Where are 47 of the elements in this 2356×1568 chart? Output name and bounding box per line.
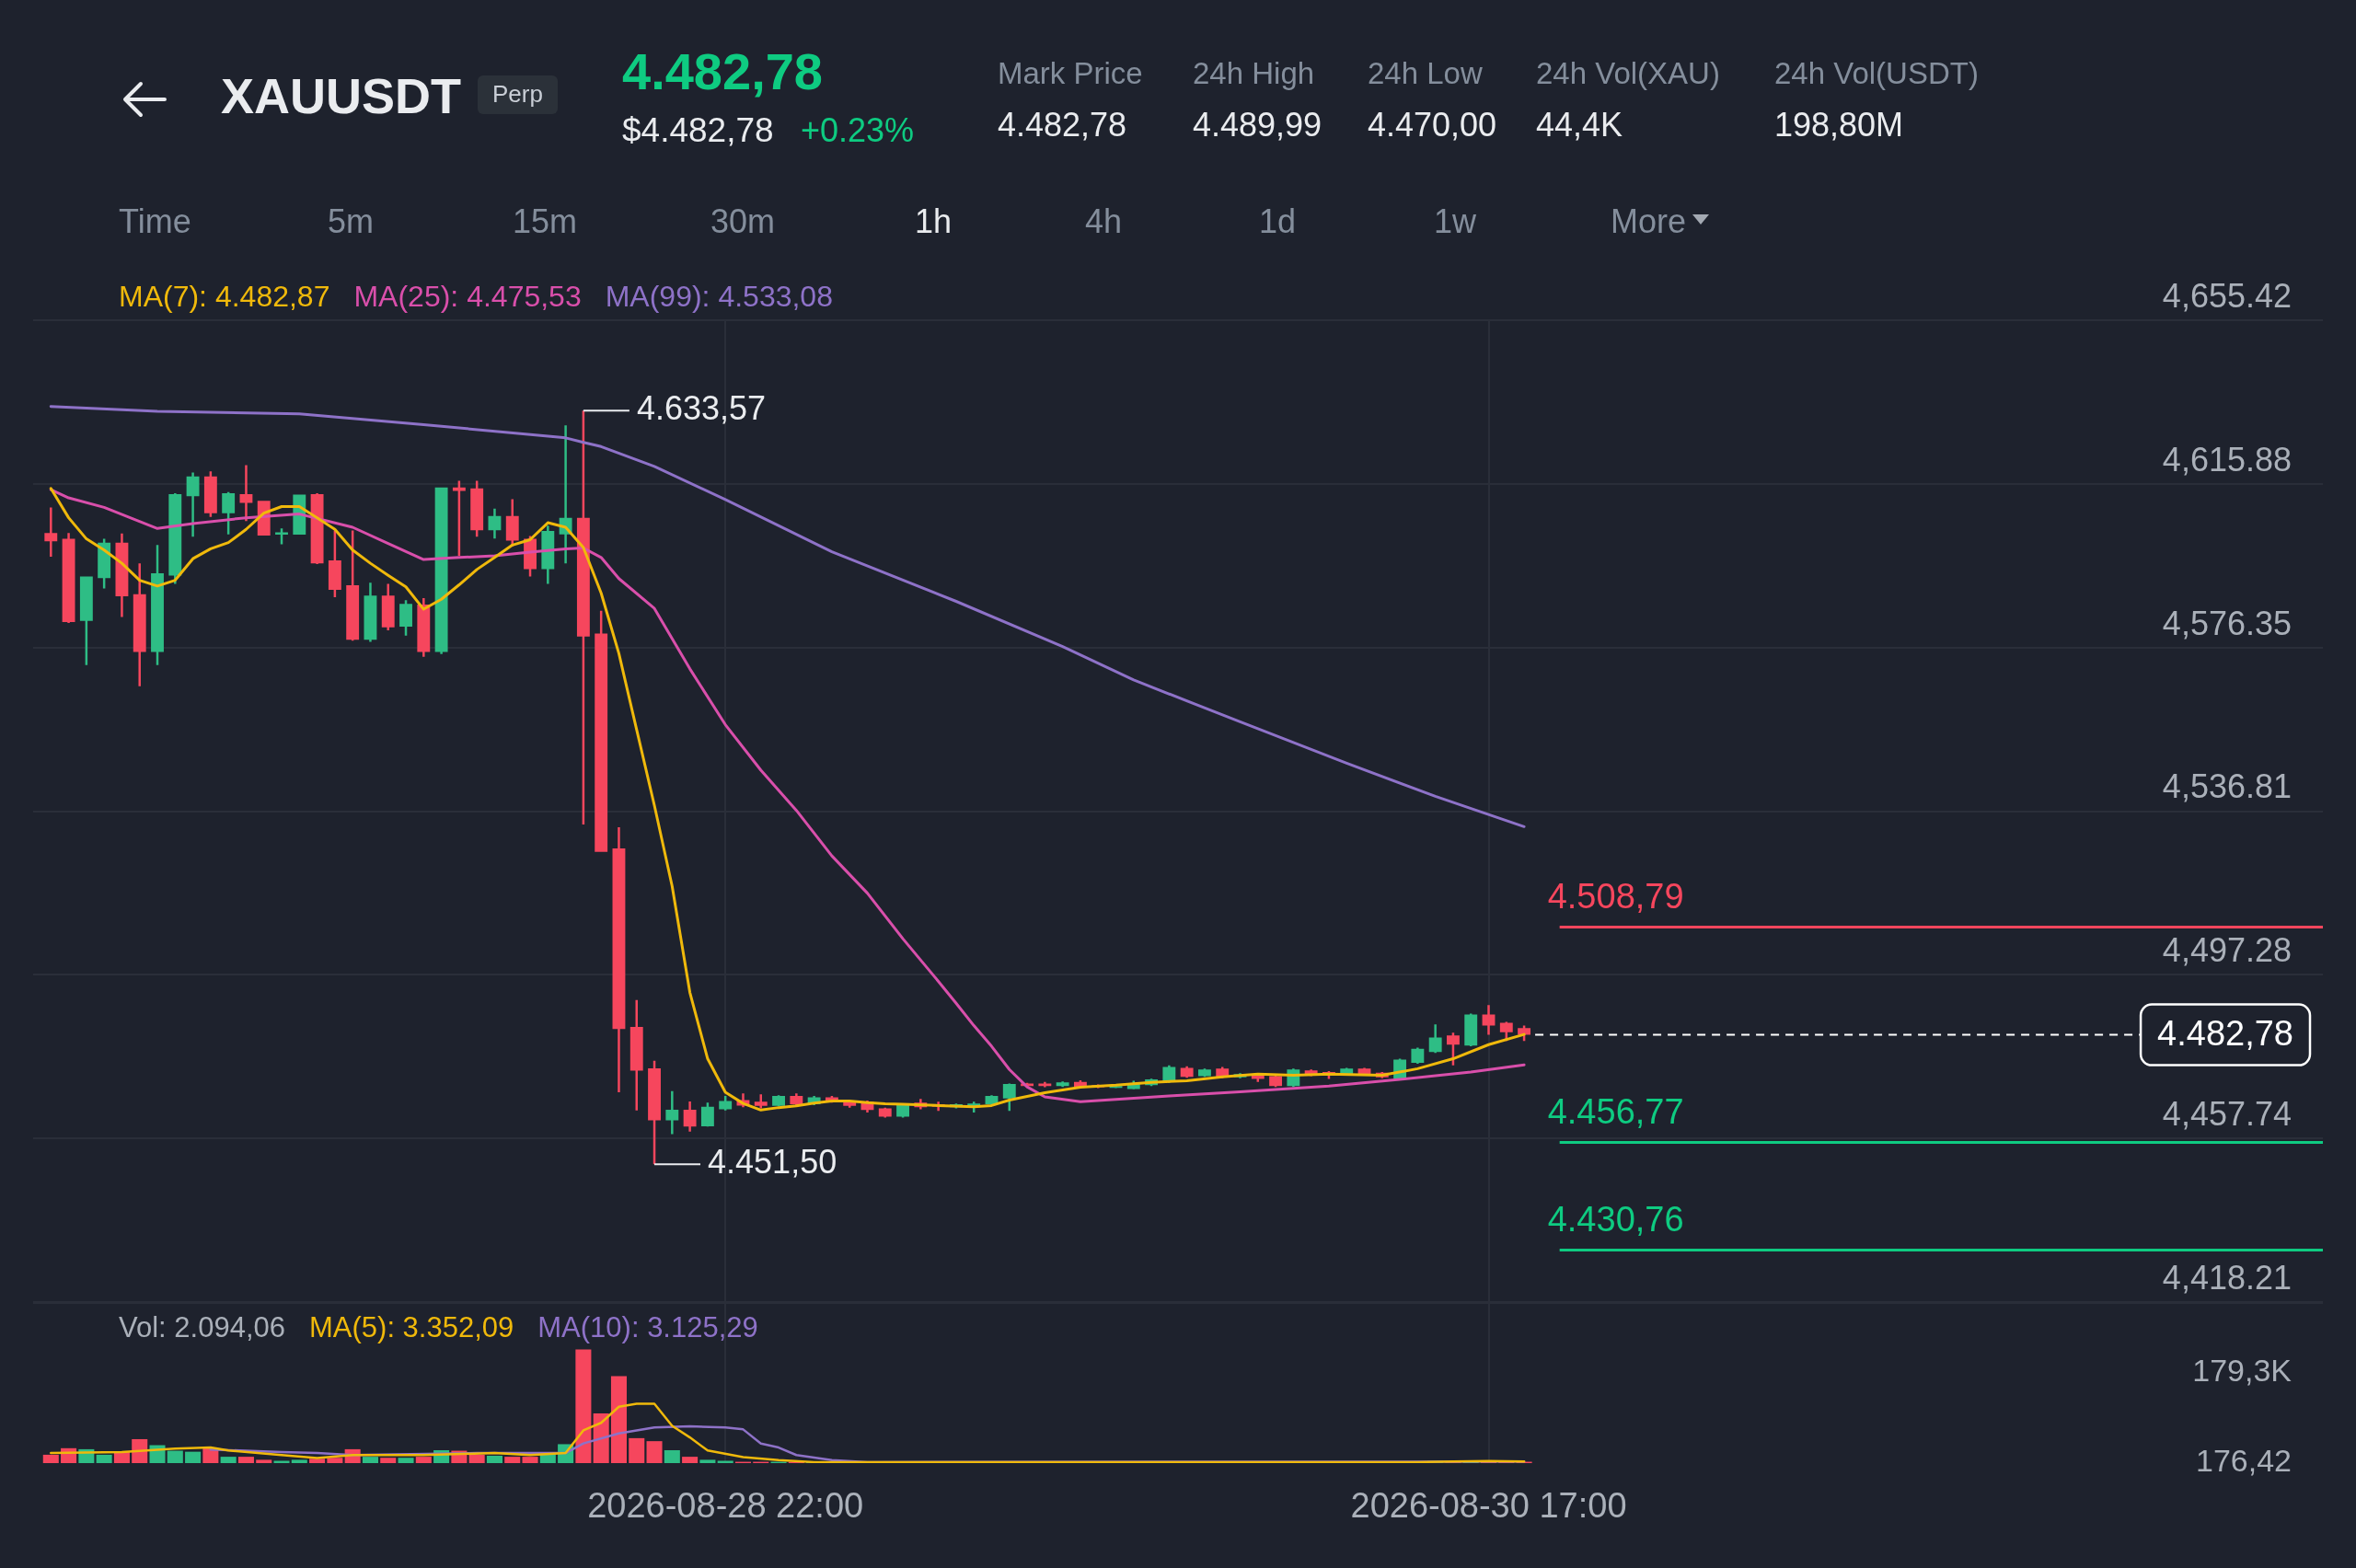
text: XAUUSDT [221,66,462,125]
y-tick-label: 4,576.35 [2162,604,2292,642]
y-tick-label: 4,615.88 [2162,440,2292,478]
text: 24h High [1193,56,1315,91]
ref-line-label: 4.456,77 [1547,1092,1684,1132]
text: MA(25): 4.475,53 [353,279,582,313]
text: 4.489,99 [1193,106,1322,144]
y-tick-label: 4,536.81 [2162,767,2292,806]
text: 24h Vol(XAU) [1536,56,1720,91]
y-tick-label: 179,3K [2192,1353,2292,1389]
text: 1h [915,202,953,241]
text: 30m [710,202,776,241]
text: MA(99): 4.533,08 [605,279,833,313]
text: 4.470,00 [1368,106,1497,144]
text: MA(5): 3.352,09 [308,1310,514,1343]
text: MA(10): 3.125,29 [537,1310,758,1343]
text: 1w [1434,202,1477,241]
ref-line-label: 4.482,78 [2157,1014,2293,1054]
text: 5m [328,202,375,241]
text: 4h [1085,202,1123,241]
annotation: 4.633,57 [636,389,767,428]
text: 4.482,78 [622,41,823,102]
text: 24h Vol(USDT) [1774,56,1979,91]
x-tick-label: 2026-08-30 17:00 [1350,1486,1627,1526]
x-tick-label: 2026-08-28 22:00 [587,1486,864,1526]
text: Mark Price [998,56,1143,91]
text: 1d [1259,202,1297,241]
text: MA(7): 4.482,87 [119,279,330,313]
annotation: Vol: 2.094,06 [119,1310,285,1343]
ref-line-label: 4.508,79 [1547,877,1684,917]
text: $4.482,78 [622,110,774,151]
text: More [1611,202,1687,241]
text: 15m [513,202,578,241]
text: +0.23% [801,111,915,150]
y-tick-label: 4,497.28 [2162,931,2292,970]
annotation: 4.451,50 [708,1143,837,1182]
ref-line-label: 4.430,76 [1547,1200,1684,1239]
text: 44,4K [1536,106,1623,144]
badge: Perp [478,75,558,114]
y-tick-label: 4,655.42 [2162,276,2292,315]
y-tick-label: 176,42 [2196,1443,2292,1479]
y-tick-label: 4,418.21 [2162,1258,2292,1297]
text: 24h Low [1368,56,1483,91]
text: 198,80M [1774,106,1904,144]
y-tick-label: 4,457.74 [2162,1095,2292,1134]
text: Time [119,202,191,241]
text: 4.482,78 [998,106,1127,144]
